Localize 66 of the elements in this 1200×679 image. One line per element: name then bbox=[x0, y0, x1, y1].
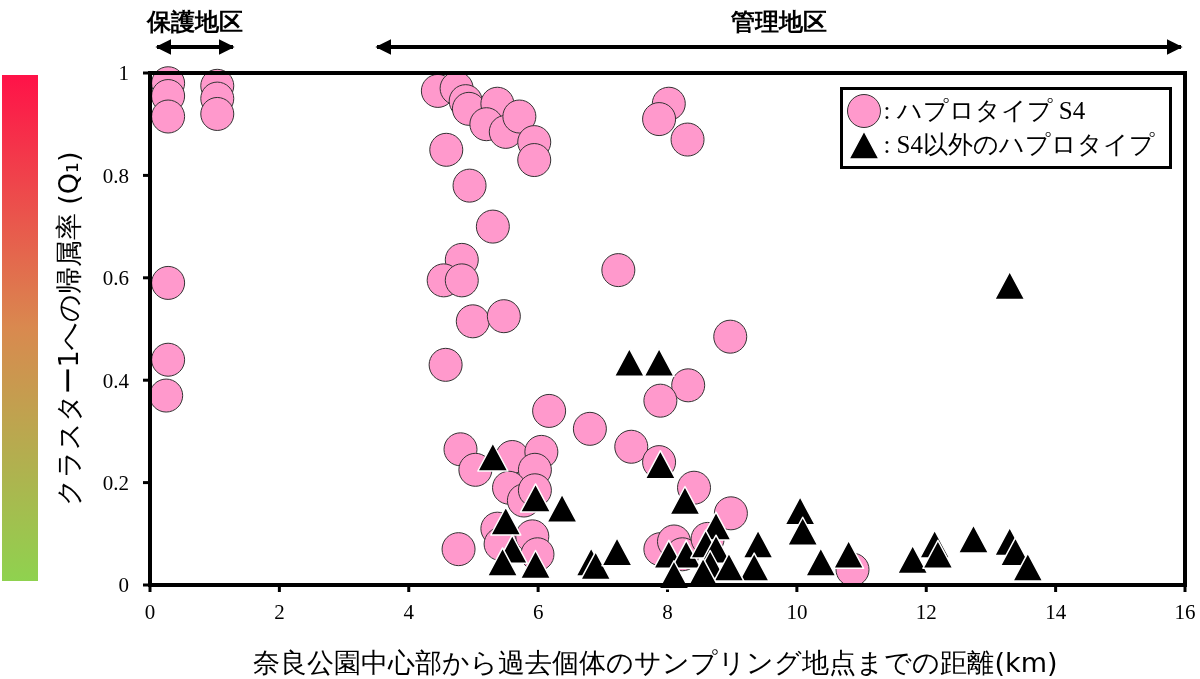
point bbox=[455, 304, 490, 339]
point bbox=[151, 265, 186, 300]
point bbox=[486, 547, 519, 577]
point bbox=[428, 347, 463, 382]
y-tick-label: 0.6 bbox=[102, 266, 129, 291]
point bbox=[643, 347, 675, 378]
point bbox=[957, 524, 990, 554]
point bbox=[601, 253, 636, 288]
point bbox=[572, 411, 607, 446]
point bbox=[519, 483, 552, 513]
x-tick-label: 14 bbox=[1045, 599, 1067, 624]
point bbox=[614, 429, 649, 464]
point bbox=[519, 549, 552, 580]
x-tick-label: 8 bbox=[662, 599, 673, 624]
point bbox=[517, 143, 552, 178]
point bbox=[200, 96, 235, 131]
x-tick-label: 2 bbox=[274, 599, 285, 624]
x-tick-label: 0 bbox=[144, 599, 156, 624]
text: 管理地区 bbox=[730, 8, 827, 36]
point bbox=[149, 378, 184, 413]
point bbox=[669, 485, 701, 516]
point bbox=[452, 168, 487, 203]
point bbox=[532, 393, 567, 428]
legend-label: : ハプロタイプ S4 bbox=[883, 96, 1086, 126]
point bbox=[151, 99, 186, 134]
point bbox=[742, 529, 774, 559]
point bbox=[477, 442, 509, 472]
point bbox=[805, 547, 837, 577]
text: 保護地区 bbox=[146, 8, 243, 36]
y-tick-label: 0.4 bbox=[102, 368, 130, 393]
x-axis-title: 奈良公園中心部から過去個体のサンプリング地点までの距離(km) bbox=[253, 647, 1058, 678]
y-tick-label: 1 bbox=[118, 61, 129, 86]
point bbox=[502, 99, 537, 134]
x-tick-label: 10 bbox=[786, 599, 808, 624]
point bbox=[490, 506, 522, 536]
x-tick-label: 12 bbox=[915, 599, 937, 624]
point bbox=[642, 102, 677, 137]
point bbox=[1012, 552, 1044, 582]
point bbox=[151, 342, 186, 377]
point bbox=[993, 270, 1026, 301]
point bbox=[601, 536, 633, 567]
legend-label: : S4以外のハプロタイプ bbox=[883, 130, 1155, 160]
x-tick-label: 4 bbox=[403, 599, 415, 624]
point bbox=[429, 132, 464, 167]
point bbox=[643, 383, 678, 418]
point bbox=[832, 539, 865, 570]
point bbox=[486, 299, 521, 334]
x-tick-label: 6 bbox=[532, 599, 544, 624]
point bbox=[786, 516, 819, 546]
y-tick-label: 0.8 bbox=[102, 163, 129, 188]
point bbox=[713, 319, 748, 354]
x-tick-label: 16 bbox=[1174, 599, 1196, 624]
point bbox=[713, 496, 748, 531]
y-axis-title: クラスター1への帰属率 (Q₁) bbox=[53, 151, 84, 507]
point bbox=[896, 544, 929, 575]
point bbox=[670, 122, 705, 157]
point bbox=[713, 552, 745, 582]
y-tick-label: 0 bbox=[118, 573, 129, 598]
point bbox=[444, 263, 479, 298]
point bbox=[441, 532, 476, 567]
point bbox=[475, 209, 510, 244]
point bbox=[613, 347, 646, 378]
point bbox=[671, 368, 706, 403]
point bbox=[922, 539, 954, 570]
point bbox=[546, 493, 578, 523]
y-tick-label: 0.2 bbox=[102, 471, 129, 496]
